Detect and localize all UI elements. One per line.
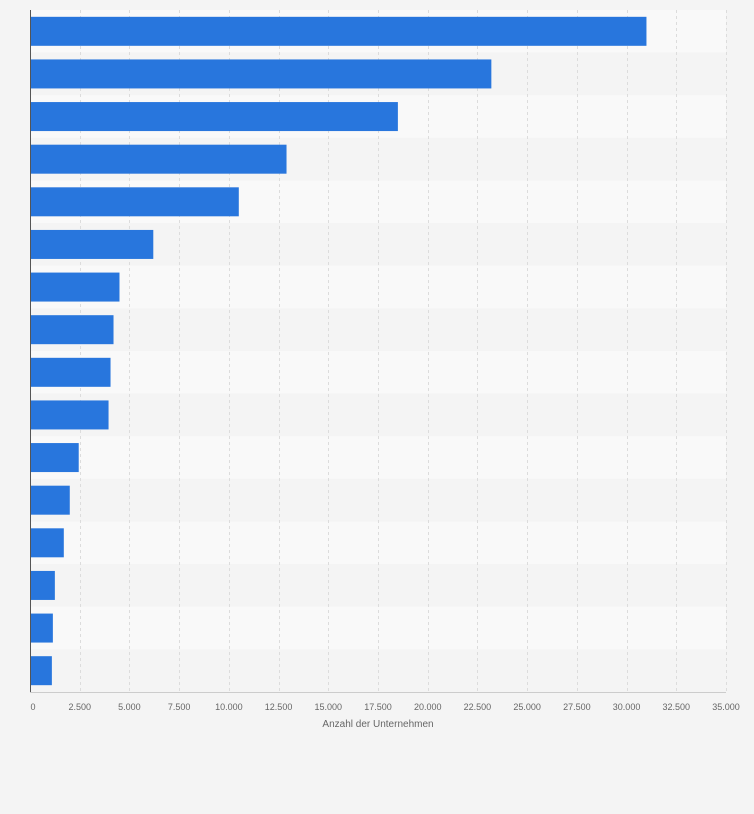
x-tick-label: 12.500 xyxy=(265,702,293,712)
bar xyxy=(30,229,154,259)
x-tick-label: 7.500 xyxy=(168,702,191,712)
x-tick-label: 25.000 xyxy=(513,702,541,712)
bar xyxy=(30,187,239,217)
bar xyxy=(30,315,114,345)
x-tick-label: 30.000 xyxy=(613,702,641,712)
bar xyxy=(30,400,109,430)
bar xyxy=(30,613,53,643)
bar xyxy=(30,144,287,174)
bar xyxy=(30,59,492,89)
bar xyxy=(30,272,120,302)
bar xyxy=(30,485,70,515)
x-tick-label: 20.000 xyxy=(414,702,442,712)
x-tick-label: 27.500 xyxy=(563,702,591,712)
bar xyxy=(30,570,55,600)
x-tick-label: 35.000 xyxy=(712,702,740,712)
x-tick-label: 22.500 xyxy=(464,702,492,712)
bar xyxy=(30,528,64,558)
x-axis-label: Anzahl der Unternehmen xyxy=(322,719,433,730)
bar xyxy=(30,357,111,387)
x-tick-label: 15.000 xyxy=(315,702,343,712)
x-tick-labels: 0 2.500 5.000 7.500 10.000 12.500 15.000 17.500… xyxy=(30,702,739,712)
x-tick-label: 0 xyxy=(30,702,35,712)
x-tick-label: 2.500 xyxy=(68,702,91,712)
bar xyxy=(30,656,52,686)
x-tick-label: 32.500 xyxy=(663,702,691,712)
x-tick-label: 5.000 xyxy=(118,702,141,712)
bar xyxy=(30,443,79,473)
axes xyxy=(30,10,726,693)
x-tick-label: 10.000 xyxy=(215,702,243,712)
bar xyxy=(30,16,647,46)
x-tick-label: 17.500 xyxy=(364,702,392,712)
bars xyxy=(30,16,647,686)
bar xyxy=(30,102,398,132)
